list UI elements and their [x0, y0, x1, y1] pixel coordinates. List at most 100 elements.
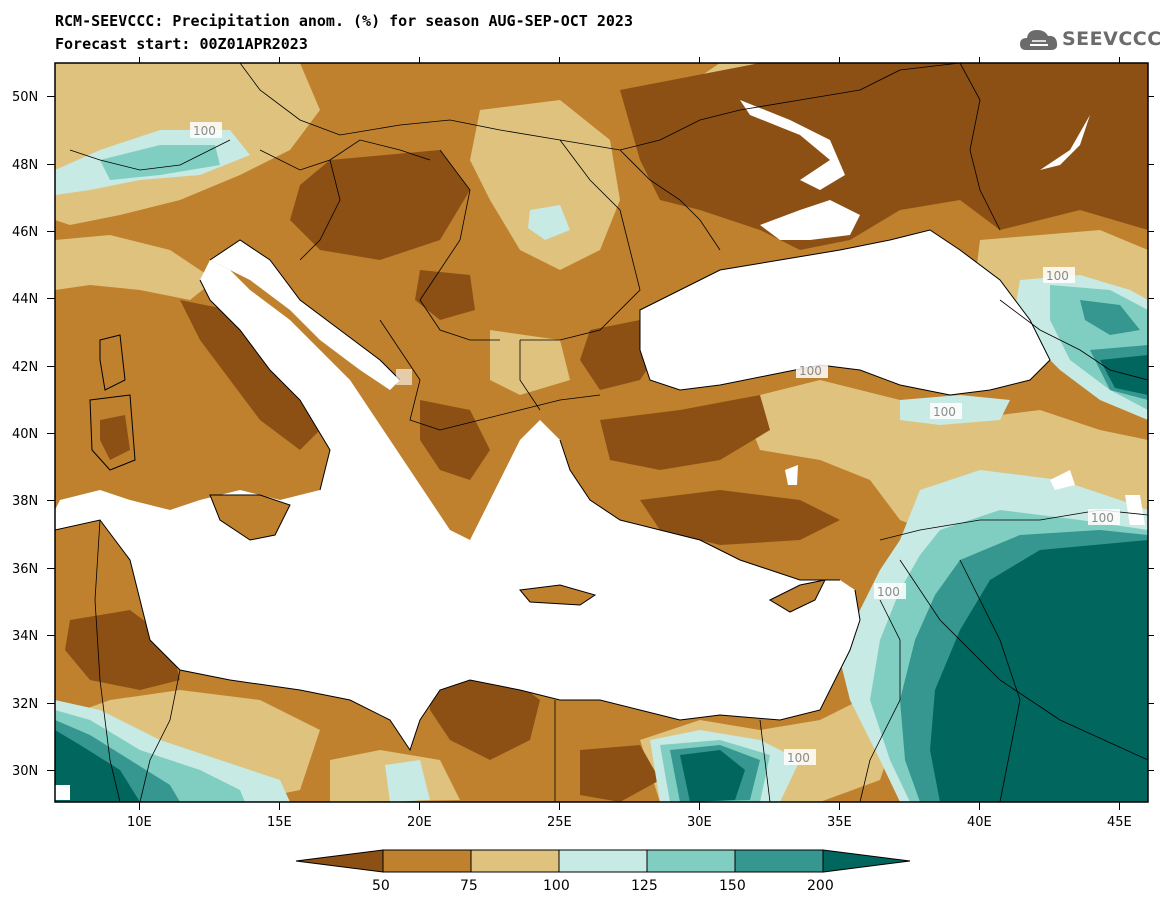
lon-label: 35E [827, 815, 852, 830]
field-darkbrown-libya [430, 670, 540, 760]
contour-label-bg [190, 122, 222, 138]
contour-label-bg [1088, 509, 1120, 525]
coast-africa [55, 519, 861, 752]
contour-label-100: 100 [1046, 269, 1069, 283]
colorbar-label: 150 [719, 878, 746, 894]
border-russia [959, 63, 1001, 231]
coast-crete [519, 584, 597, 606]
contour-label-100: 100 [877, 585, 900, 599]
lat-label: 32N [12, 697, 38, 712]
colorbar-label: 125 [631, 878, 658, 894]
field-tan-hungary [470, 100, 620, 270]
logo-text: SEEVCCC [1062, 28, 1162, 50]
contour-label-bg [796, 362, 828, 378]
border-hungary [419, 149, 500, 341]
colorbar-label: 100 [543, 878, 570, 894]
lat-label: 30N [12, 764, 38, 779]
coast-dalmatia [209, 239, 401, 381]
coast-italy [199, 279, 331, 491]
field-darkbrown-italy [180, 300, 320, 450]
dnieper-reservoir [740, 100, 845, 190]
field-tan-poplain [55, 235, 215, 300]
adriatic-sea [210, 240, 400, 390]
contour-label-100: 100 [787, 751, 810, 765]
contour-label-bg [1043, 267, 1075, 283]
forecast-start: Forecast start: 00Z01APR2023 [55, 35, 308, 53]
cloud-logo-icon [1020, 30, 1058, 50]
border-tunisia-libya [139, 669, 181, 802]
lon-label: 30E [687, 815, 712, 830]
border-slovenia [299, 159, 341, 261]
lon-label: 10E [127, 815, 152, 830]
field-teal-alps [100, 145, 220, 180]
missing-data-patch [55, 785, 70, 800]
colorbar: 50 75 100 125 150 200 [295, 849, 911, 894]
lon-label: 15E [267, 815, 292, 830]
colorbar-segment-gt200 [822, 849, 911, 873]
lon-label: 25E [547, 815, 572, 830]
border-syria-iraq [899, 559, 1148, 761]
coast-cyprus [768, 579, 826, 613]
volga-reservoir [1040, 115, 1090, 170]
lat-label: 36N [12, 562, 38, 577]
colorbar-segment-125-150 [646, 849, 736, 873]
lake-urmia [1125, 495, 1145, 525]
black-sea [640, 230, 1050, 395]
border-iraq-jordan [959, 559, 1021, 802]
field-darkbrown-nw-anatolia [600, 395, 770, 470]
coast-sicily [209, 494, 291, 541]
field-darkbrown-s-anatolia [640, 490, 840, 545]
cyprus-island [770, 580, 825, 612]
contour-label-100: 100 [1091, 511, 1114, 525]
border-bulgaria [519, 340, 541, 411]
lake-tuz [785, 465, 798, 485]
lat-label: 48N [12, 158, 38, 173]
border-romania [520, 139, 641, 341]
sardinia-core [100, 415, 130, 460]
border-algeria-tunisia [94, 519, 121, 802]
lake-van [1050, 470, 1075, 490]
mediterranean-sea [55, 260, 860, 750]
field-darkbrown-greece [420, 400, 490, 480]
field-tan-balkans [490, 330, 570, 395]
lon-labels: 10E 15E 20E 25E 30E 35E 40E 45E [127, 815, 1132, 830]
lat-label: 44N [12, 292, 38, 307]
lat-label: 34N [12, 629, 38, 644]
lat-label: 50N [12, 90, 38, 105]
field-deepteal-sinai [680, 750, 745, 802]
lat-label: 38N [12, 494, 38, 509]
border-north [239, 63, 961, 151]
lat-label: 46N [12, 225, 38, 240]
border-switzerland [69, 139, 231, 171]
coast-sardinia [89, 394, 136, 471]
lat-label: 42N [12, 360, 38, 375]
colorbar-segment-50-75 [382, 849, 472, 873]
border-egypt-israel [759, 719, 771, 802]
contour-label-bg [930, 403, 962, 419]
border-levant [859, 599, 901, 802]
colorbar-segment-150-200 [734, 849, 824, 873]
sicily-island [210, 495, 290, 540]
colorbar-segment-lt50 [295, 849, 384, 873]
contour-label-bg [396, 369, 412, 385]
field-darkbrown-pannonia [290, 150, 470, 260]
corsica-island [100, 335, 125, 390]
contour-label-bg [874, 583, 906, 599]
field-darkteal-caucasus [1080, 300, 1140, 335]
colorbar-label: 50 [372, 878, 390, 894]
border-balkans [379, 319, 601, 431]
lat-labels: 50N 48N 46N 44N 42N 40N 38N 36N 34N 32N … [12, 90, 38, 779]
colorbar-segment-100-125 [558, 849, 648, 873]
coast-corsica [99, 334, 126, 391]
colorbar-label: 75 [460, 878, 478, 894]
field-lightteal-libya [385, 760, 430, 802]
border-moldova [619, 149, 721, 251]
sea-of-azov [760, 200, 860, 240]
lon-label: 40E [967, 815, 992, 830]
border-caucasus [999, 299, 1148, 381]
colorbar-segment-75-100 [470, 849, 560, 873]
lon-label: 45E [1107, 815, 1132, 830]
field-deepteal-arabia [930, 540, 1148, 802]
field-deepteal-tunisia [55, 730, 140, 802]
